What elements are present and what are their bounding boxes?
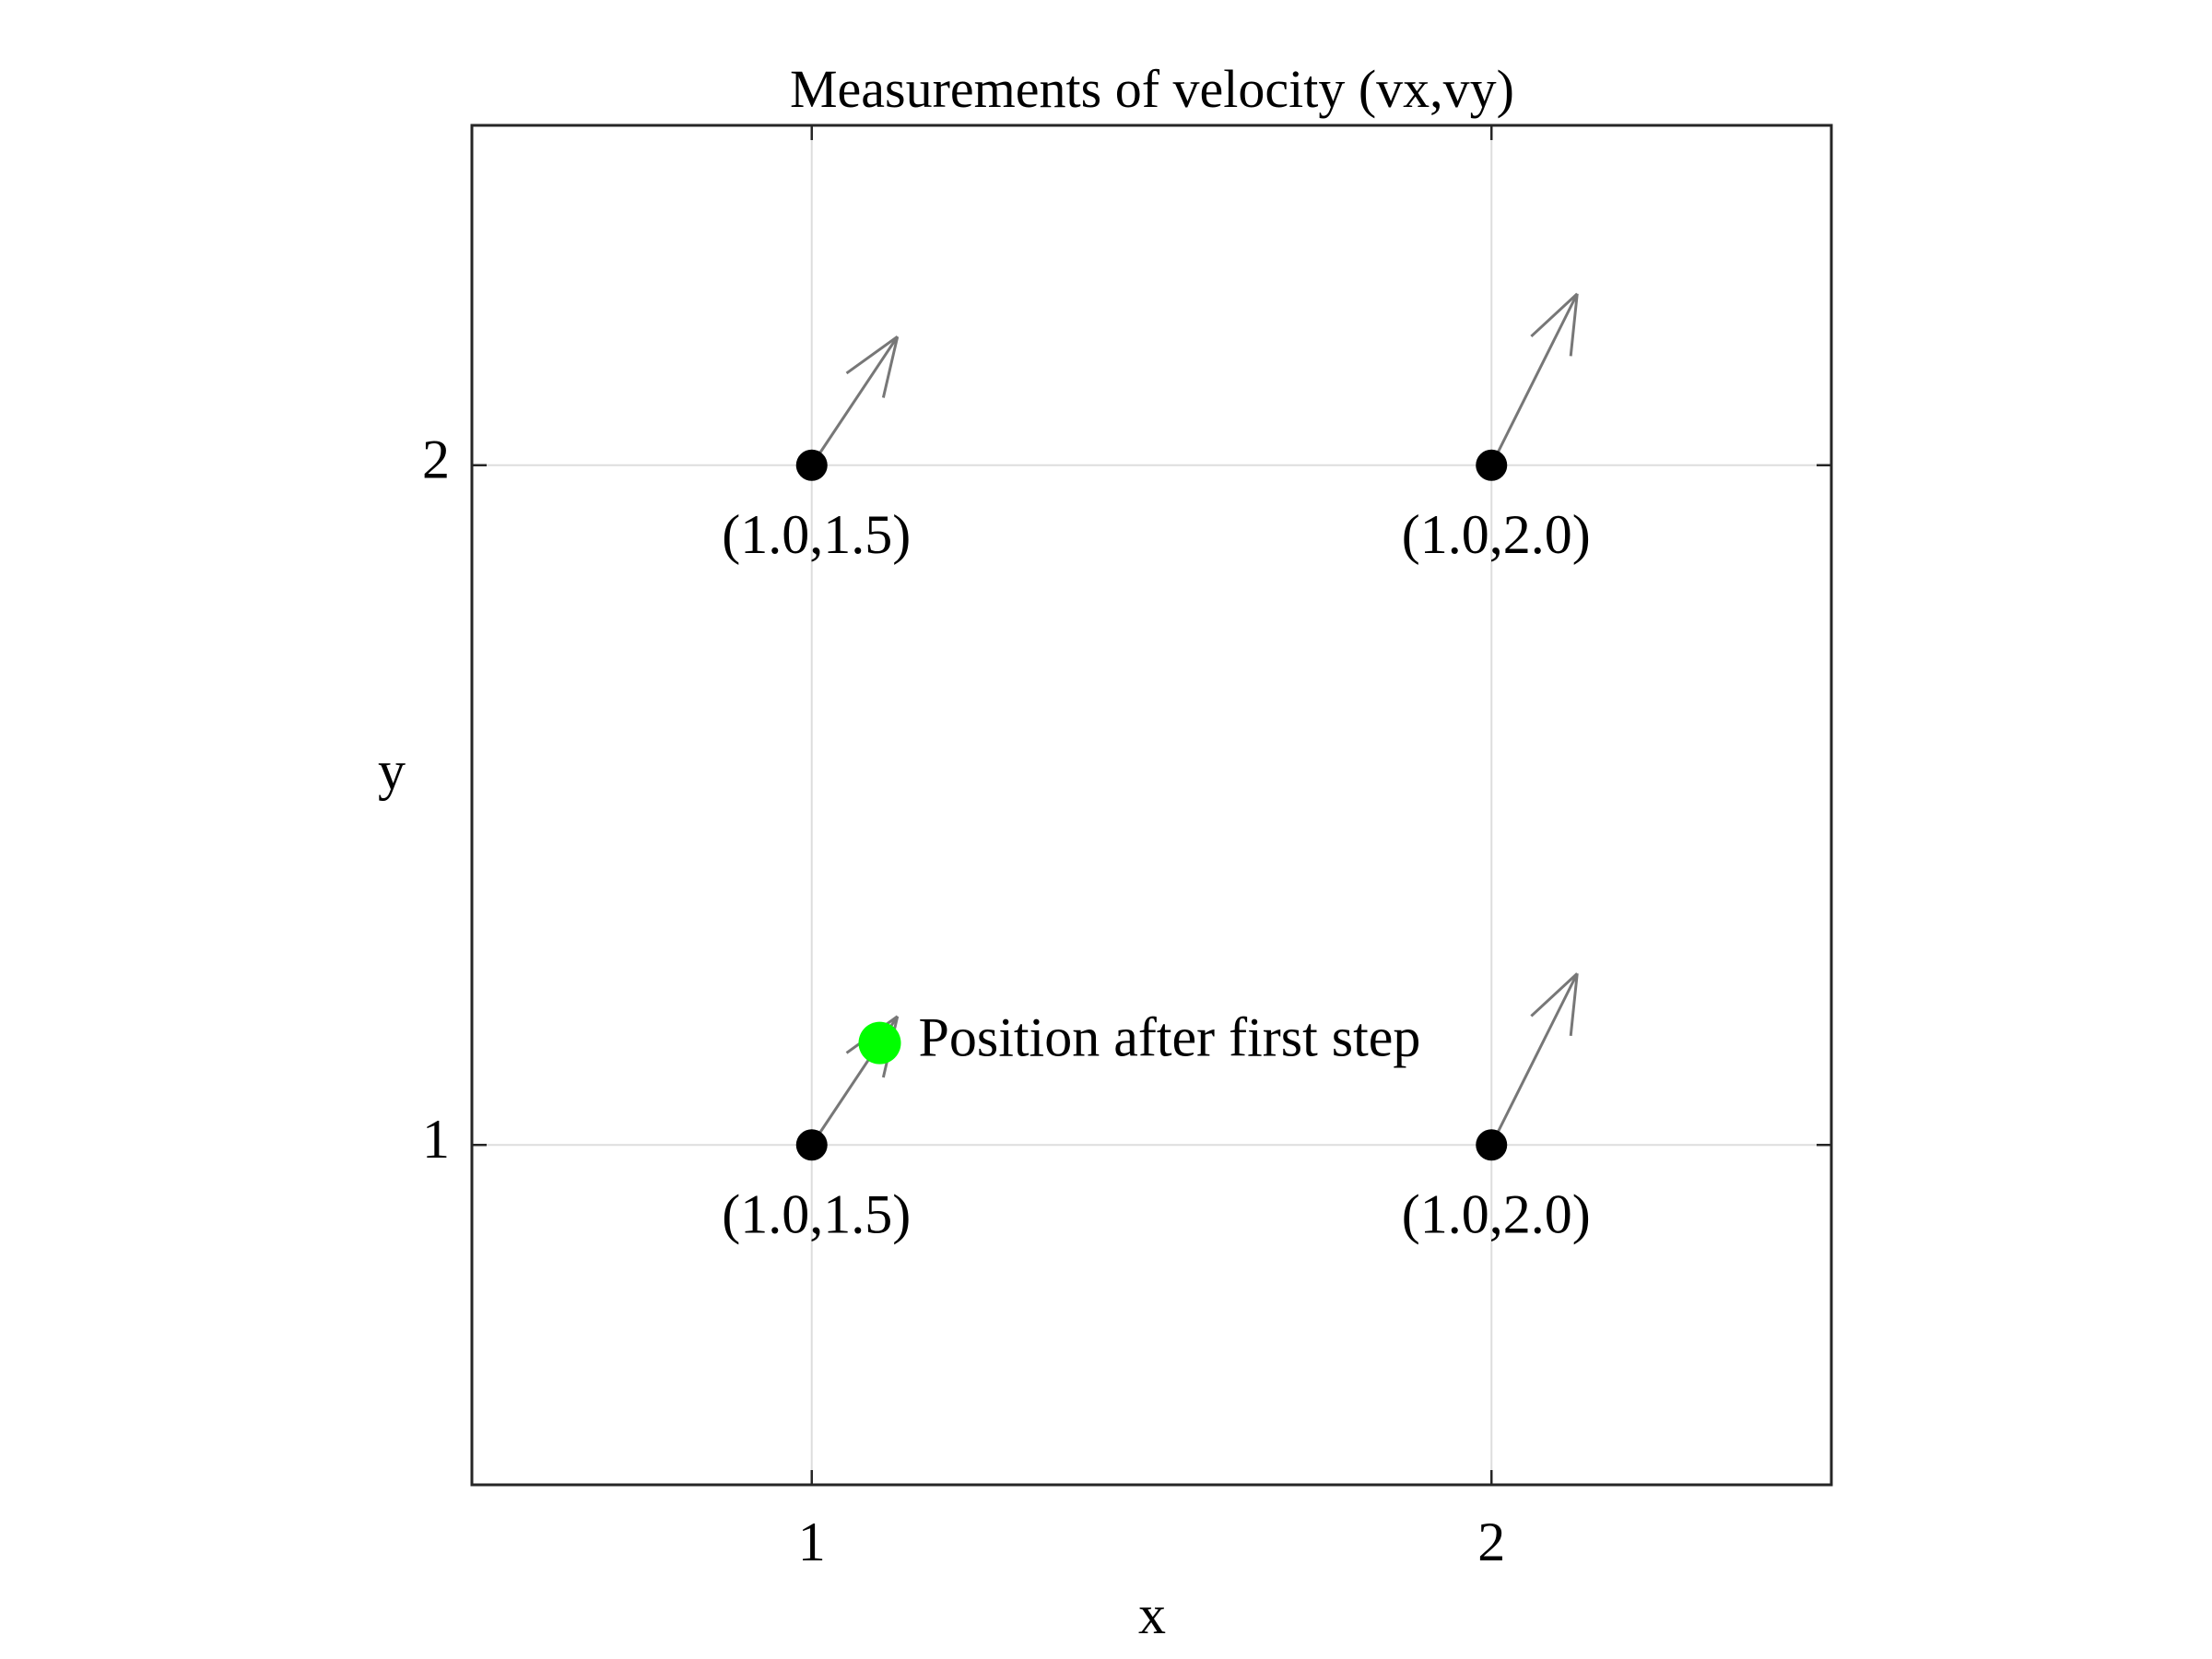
- arrow-head: [845, 335, 899, 375]
- x-tick-label: 2: [1477, 1512, 1505, 1572]
- arrow-head: [1569, 973, 1579, 1037]
- y-tick-label: 2: [422, 429, 450, 490]
- measurement-point: [795, 449, 828, 481]
- arrow-head: [1530, 972, 1579, 1018]
- arrow-head: [881, 335, 900, 398]
- point-label: (1.0,1.5): [722, 1183, 911, 1244]
- arrow-head: [1530, 292, 1579, 338]
- highlight-label: Position after first step: [919, 1006, 1421, 1067]
- highlight-point: [858, 1021, 901, 1065]
- measurement-point: [1476, 449, 1508, 481]
- velocity-arrow: [810, 335, 900, 466]
- arrow-shaft: [810, 335, 899, 466]
- velocity-arrow: [1489, 972, 1579, 1146]
- point-labels: (1.0,1.5) (1.0,2.0) (1.0,1.5) (1.0,2.0): [722, 504, 1590, 1245]
- arrow-shaft: [1489, 972, 1579, 1146]
- highlight-group: Position after first step: [858, 1006, 1421, 1067]
- point-label: (1.0,1.5): [722, 504, 911, 565]
- x-axis-label: x: [1138, 1584, 1166, 1645]
- grid-lines: [472, 125, 1831, 1485]
- chart-title: Measurements of velocity (vx,vy): [790, 59, 1514, 119]
- arrow-head: [1569, 293, 1579, 357]
- y-tick-label: 1: [422, 1109, 450, 1170]
- x-tick-label: 1: [798, 1512, 826, 1572]
- y-axis-label: y: [378, 740, 406, 801]
- axis-ticks: 1 2 1 2: [422, 125, 1831, 1572]
- measurement-point: [795, 1129, 828, 1161]
- measurement-points: [795, 449, 1508, 1161]
- point-label: (1.0,2.0): [1402, 1183, 1591, 1244]
- velocity-arrow: [1489, 292, 1579, 466]
- arrow-shaft: [1489, 293, 1579, 466]
- plot-frame: [470, 124, 1833, 1487]
- point-label: (1.0,2.0): [1402, 504, 1591, 565]
- measurement-point: [1476, 1129, 1508, 1161]
